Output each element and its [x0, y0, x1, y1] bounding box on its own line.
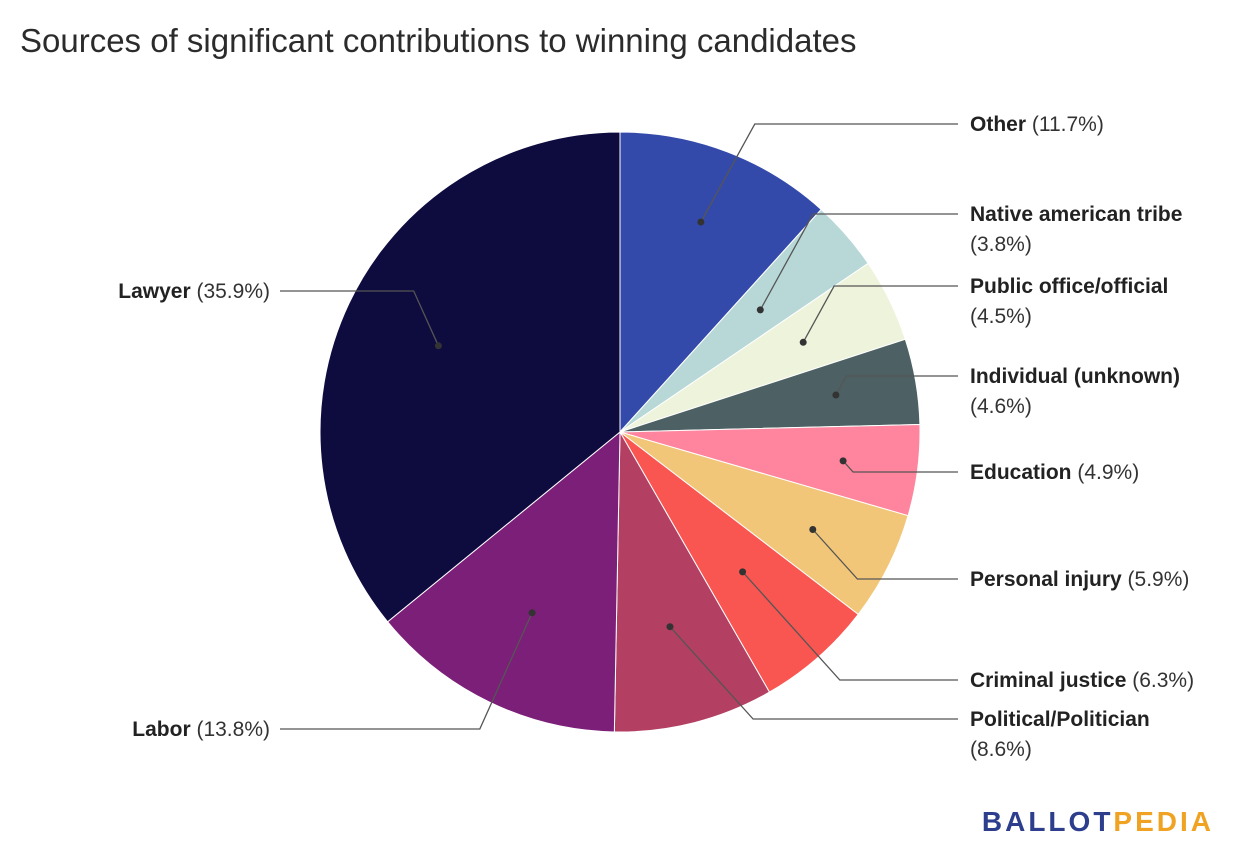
leader-line-political-politician — [669, 626, 958, 720]
slice-label-percent: (11.7%) — [1026, 113, 1104, 136]
slice-label-name: Individual (unknown) — [970, 365, 1180, 388]
slice-label-percent: (4.5%) — [970, 305, 1032, 328]
slice-label-name: Political/Politician — [970, 708, 1150, 731]
leader-line-native-american-tribe — [759, 213, 958, 311]
slice-label-name: Education — [970, 461, 1072, 484]
slice-label-percent: (35.9%) — [191, 280, 270, 303]
slice-label-name: Native american tribe — [970, 203, 1182, 226]
slice-label-percent: (4.9%) — [1072, 461, 1140, 484]
leader-dot-personal-injury — [809, 526, 817, 533]
ballotpedia-logo: BALLOTPEDIA — [982, 806, 1214, 838]
leader-dot-criminal-justice — [739, 568, 747, 576]
slice-label-percent: (3.8%) — [970, 233, 1032, 256]
logo-part-pedia: PEDIA — [1113, 806, 1214, 837]
pie-slice-other — [619, 131, 822, 434]
leader-dot-individual-unknown — [832, 391, 840, 399]
slice-label-name: Personal injury — [970, 568, 1122, 591]
leader-line-criminal-justice — [742, 571, 958, 681]
slice-label-percent: (8.6%) — [970, 738, 1032, 761]
slice-label-individual-unknown: Individual (unknown) (4.6%) — [970, 365, 1180, 418]
slice-label-name: Other — [970, 113, 1026, 136]
slice-label-name: Public office/official — [970, 275, 1168, 298]
slice-label-percent: (6.3%) — [1126, 669, 1194, 692]
slice-label-percent: (13.8%) — [191, 718, 270, 741]
logo-part-ballot: BALLOT — [981, 806, 1114, 837]
slice-label-name: Criminal justice — [970, 669, 1126, 692]
pie-slice-political-politician — [613, 430, 771, 733]
slice-label-public-office-official: Public office/official (4.5%) — [970, 275, 1168, 328]
slice-label-personal-injury: Personal injury (5.9%) — [970, 568, 1189, 591]
leader-dot-native-american-tribe — [756, 306, 764, 314]
leader-dot-other — [697, 218, 705, 226]
slice-label-other: Other (11.7%) — [970, 113, 1104, 136]
pie-slice-lawyer — [319, 131, 621, 623]
slice-label-name: Labor — [132, 718, 190, 741]
leader-line-individual-unknown — [835, 375, 958, 396]
slice-label-political-politician: Political/Politician (8.6%) — [970, 708, 1150, 761]
label-leader-lines — [280, 123, 958, 730]
chart-title: Sources of significant contributions to … — [20, 22, 857, 59]
leader-line-public-office-official — [802, 285, 958, 343]
pie-slice-labor — [386, 430, 621, 733]
leader-dot-political-politician — [666, 623, 674, 631]
leader-dot-education — [839, 457, 847, 465]
slice-label-percent: (5.9%) — [1122, 568, 1190, 591]
slice-label-education: Education (4.9%) — [970, 461, 1139, 484]
slice-label-native-american-tribe: Native american tribe (3.8%) — [970, 203, 1182, 256]
slice-label-lawyer: Lawyer (35.9%) — [118, 280, 270, 303]
leader-line-lawyer — [280, 290, 439, 347]
leader-dot-public-office-official — [799, 338, 807, 346]
leader-dot-lawyer — [434, 342, 442, 350]
leader-line-other — [700, 123, 958, 223]
slice-labels: Other (11.7%) Native american tribe (3.8%)… — [118, 113, 1194, 761]
pie-slices — [319, 131, 921, 733]
slice-label-name: Lawyer — [118, 280, 190, 303]
pie-slice-criminal-justice — [619, 431, 859, 693]
slice-label-percent: (4.6%) — [970, 395, 1032, 418]
leader-line-labor — [280, 612, 533, 730]
slice-label-criminal-justice: Criminal justice (6.3%) — [970, 669, 1194, 692]
leader-line-education — [842, 460, 958, 473]
slice-label-labor: Labor (13.8%) — [132, 718, 270, 741]
leader-dot-labor — [528, 609, 536, 617]
leader-line-personal-injury — [812, 529, 958, 580]
